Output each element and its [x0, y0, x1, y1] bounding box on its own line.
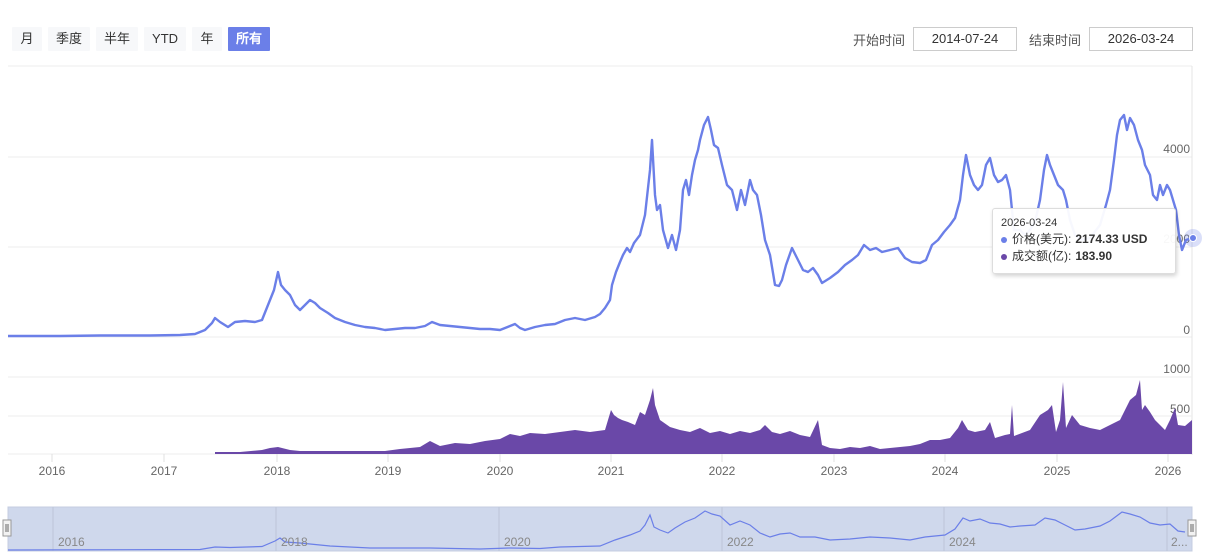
svg-text:1000: 1000 — [1163, 362, 1190, 376]
svg-text:2022: 2022 — [709, 464, 736, 478]
hover-point-marker — [1184, 229, 1202, 247]
svg-text:2020: 2020 — [487, 464, 514, 478]
tooltip-price-label: 价格(美元): — [1012, 232, 1072, 246]
price-gridlines — [8, 65, 1192, 338]
price-dot-icon — [1001, 236, 1007, 243]
svg-text:0: 0 — [1183, 323, 1190, 337]
svg-text:2016: 2016 — [39, 464, 66, 478]
navigator[interactable]: 2016 2018 2020 2022 2024 2... — [2, 506, 1197, 552]
navigator-axis: 2016 2018 2020 2022 2024 2... — [58, 535, 1188, 549]
price-series — [8, 113, 1193, 338]
volume-series — [215, 380, 1192, 454]
svg-text:2019: 2019 — [375, 464, 402, 478]
navigator-series — [7, 510, 1186, 551]
tooltip-volume-label: 成交额(亿): — [1012, 249, 1072, 263]
end-date-input[interactable]: 2026-03-24 — [1089, 27, 1193, 51]
svg-text:2018: 2018 — [281, 535, 308, 549]
navigator-handle-right[interactable] — [1187, 519, 1197, 537]
svg-text:2017: 2017 — [151, 464, 178, 478]
svg-text:2...: 2... — [1171, 535, 1188, 549]
range-button-quarter[interactable]: 季度 — [48, 27, 91, 51]
range-button-ytd[interactable]: YTD — [144, 27, 187, 51]
chart-tooltip: 2026-03-24 价格(美元): 2174.33 USD 成交额(亿): 1… — [992, 208, 1176, 274]
x-axis: 2016 2017 2018 2019 2020 2021 2022 2023 … — [39, 454, 1182, 478]
range-selector: 月 季度 半年 YTD 年 所有 — [12, 27, 271, 51]
tooltip-volume-row: 成交额(亿): 183.90 — [1001, 248, 1167, 265]
navigator-handle-left[interactable] — [2, 519, 12, 537]
svg-text:2016: 2016 — [58, 535, 85, 549]
svg-text:2023: 2023 — [821, 464, 848, 478]
svg-text:2024: 2024 — [932, 464, 959, 478]
navigator-mask[interactable] — [7, 506, 1193, 552]
svg-text:2021: 2021 — [598, 464, 625, 478]
svg-text:2026: 2026 — [1155, 464, 1182, 478]
range-button-month[interactable]: 月 — [12, 27, 42, 51]
range-button-half-year[interactable]: 半年 — [96, 27, 139, 51]
range-button-all[interactable]: 所有 — [228, 27, 271, 51]
tooltip-date: 2026-03-24 — [1001, 217, 1058, 229]
svg-text:2022: 2022 — [727, 535, 754, 549]
volume-dot-icon — [1001, 253, 1007, 260]
svg-text:2025: 2025 — [1044, 464, 1071, 478]
start-date-label: 开始时间 — [852, 32, 905, 48]
range-button-year[interactable]: 年 — [192, 27, 223, 51]
tooltip-price-row: 价格(美元): 2174.33 USD — [1001, 231, 1167, 248]
svg-text:4000: 4000 — [1163, 142, 1190, 156]
tooltip-price-value: 2174.33 USD — [1075, 232, 1148, 246]
svg-text:2024: 2024 — [949, 535, 976, 549]
tooltip-volume-value: 183.90 — [1075, 249, 1113, 263]
svg-text:2018: 2018 — [264, 464, 291, 478]
end-date-label: 结束时间 — [1028, 32, 1081, 48]
svg-text:2020: 2020 — [504, 535, 531, 549]
start-date-input[interactable]: 2014-07-24 — [912, 27, 1017, 51]
date-range: 开始时间 2014-07-24 结束时间 2026-03-24 — [853, 27, 1193, 51]
